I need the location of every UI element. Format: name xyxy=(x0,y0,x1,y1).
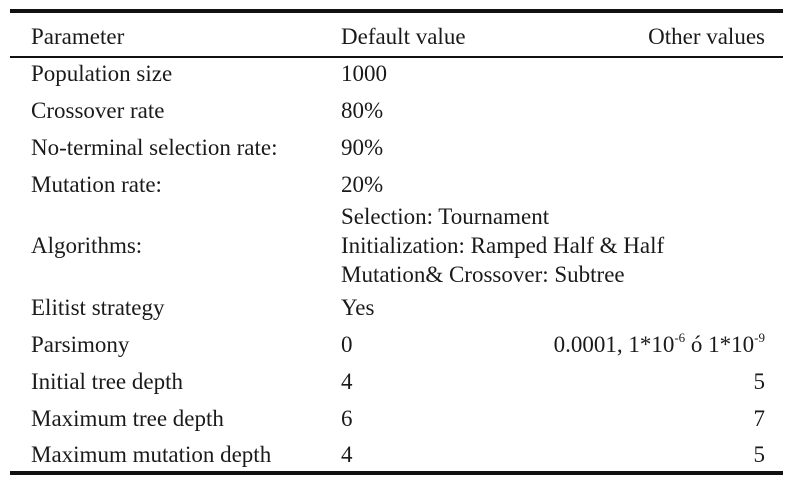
parsimony-other-exp-a: -6 xyxy=(674,330,686,345)
row-algorithms-default-line-1: Selection: Tournament xyxy=(341,204,550,229)
parsimony-other-part-b: ó 1*10 xyxy=(685,332,755,357)
row-population-size-parameter: Population size xyxy=(31,61,173,86)
row-algorithms-default-line-3: Mutation& Crossover: Subtree xyxy=(341,262,625,287)
top-rule xyxy=(10,9,783,13)
row-elitist-strategy-default: Yes xyxy=(341,295,375,320)
parsimony-other-part-a: 0.0001, 1*10 xyxy=(553,332,675,357)
parsimony-other-exp-b: -9 xyxy=(754,330,765,345)
row-elitist-strategy-parameter: Elitist strategy xyxy=(31,295,165,320)
row-maximum-mutation-depth-other: 5 xyxy=(753,442,766,467)
header-parameter: Parameter xyxy=(31,24,125,49)
header-other-values: Other values xyxy=(648,24,765,49)
row-mutation-rate-parameter: Mutation rate: xyxy=(31,172,162,197)
row-mutation-rate-default: 20% xyxy=(341,172,384,197)
bottom-rule xyxy=(10,471,783,475)
header-default-value: Default value xyxy=(341,24,466,49)
row-parsimony-other: 0.0001, 1*10-6 ó 1*10-9 xyxy=(554,330,765,362)
row-parsimony-parameter: Parsimony xyxy=(31,332,130,357)
row-algorithms-default-line-2: Initialization: Ramped Half & Half xyxy=(341,233,665,258)
row-no-terminal-selection-rate-parameter: No-terminal selection rate: xyxy=(31,135,278,160)
row-parsimony-default: 0 xyxy=(341,332,353,357)
row-maximum-tree-depth-default: 6 xyxy=(341,406,353,431)
row-maximum-tree-depth-parameter: Maximum tree depth xyxy=(31,406,224,431)
row-maximum-tree-depth-other: 7 xyxy=(753,406,766,431)
row-algorithms-parameter: Algorithms: xyxy=(31,233,143,258)
row-no-terminal-selection-rate-default: 90% xyxy=(341,135,384,160)
row-initial-tree-depth-parameter: Initial tree depth xyxy=(31,369,183,394)
row-population-size-default: 1000 xyxy=(341,61,387,86)
row-maximum-mutation-depth-default: 4 xyxy=(341,442,353,467)
row-maximum-mutation-depth-parameter: Maximum mutation depth xyxy=(31,442,272,467)
header-rule xyxy=(10,56,783,58)
row-initial-tree-depth-other: 5 xyxy=(753,369,766,394)
row-crossover-rate-default: 80% xyxy=(341,98,384,123)
row-initial-tree-depth-default: 4 xyxy=(341,369,353,394)
row-crossover-rate-parameter: Crossover rate xyxy=(31,98,165,123)
